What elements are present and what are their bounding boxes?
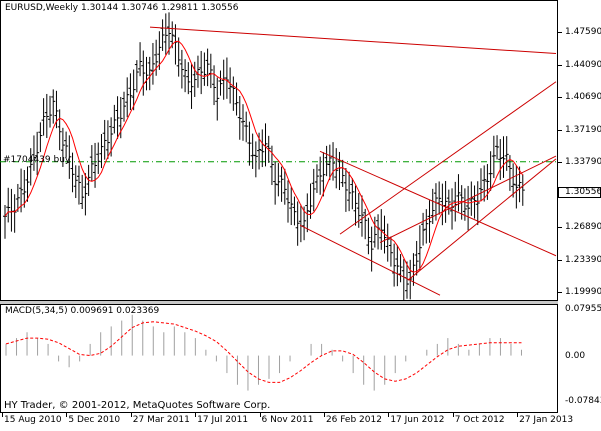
time-tick-mark — [130, 413, 132, 417]
macd-tick-label: 0.00 — [565, 350, 586, 361]
price-tick-label: 1.40690 — [565, 91, 601, 102]
time-tick-mark — [388, 413, 390, 417]
time-tick-label: 17 Jul 2011 — [197, 415, 249, 425]
time-axis[interactable]: 15 Aug 2010 5 Dec 2010 27 Mar 2011 17 Jul 2… — [0, 413, 601, 431]
chart-title: EURUSD,Weekly 1.30144 1.30746 1.29811 1.… — [5, 3, 238, 13]
trendline-rising-mid — [379, 155, 557, 244]
trendline-top — [149, 26, 557, 55]
price-tick-mark — [558, 64, 562, 66]
ohlc-readout: 1.30144 1.30746 1.29811 1.30556 — [80, 3, 239, 13]
pane-separator[interactable] — [0, 301, 558, 304]
price-tick-mark — [558, 129, 562, 131]
current-price-marker: 1.30556 — [558, 187, 601, 199]
macd-indicator-pane[interactable] — [0, 304, 558, 413]
moving-average-line — [4, 40, 524, 273]
time-tick-label: 7 Oct 2012 — [454, 415, 505, 425]
current-price-value: 1.30556 — [565, 187, 601, 198]
price-tick-mark — [558, 31, 562, 33]
price-axis[interactable]: 1.47590 1.44090 1.40690 1.37190 1.33790 1.268… — [558, 0, 601, 301]
price-chart-pane[interactable] — [0, 0, 558, 301]
trendline-rising-lower — [407, 158, 557, 281]
macd-tick-label: -0.07843 — [565, 396, 601, 407]
time-tick-label: 17 Jun 2012 — [390, 415, 445, 425]
price-tick-mark — [558, 291, 562, 293]
price-tick-mark — [558, 161, 562, 163]
copyright-text: HY Trader, © 2001-2012, MetaQuotes Softw… — [4, 400, 271, 411]
price-tick-label: 1.26890 — [565, 221, 601, 232]
price-tick-label: 1.19990 — [565, 286, 601, 297]
macd-signal-line — [5, 321, 522, 383]
trendline-lower-channel — [299, 224, 441, 296]
price-tick-mark — [558, 259, 562, 261]
time-tick-mark — [517, 413, 519, 417]
price-tick-mark — [558, 96, 562, 98]
macd-axis[interactable]: 0.079558 0.00 -0.07843 — [558, 304, 601, 413]
time-tick-mark — [195, 413, 197, 417]
time-tick-label: 26 Feb 2012 — [325, 415, 382, 425]
time-tick-mark — [2, 413, 3, 417]
price-tick-label: 1.44090 — [565, 59, 601, 70]
time-tick-mark — [452, 413, 454, 417]
time-tick-mark — [66, 413, 68, 417]
price-tick-mark — [558, 226, 562, 228]
time-tick-mark — [323, 413, 325, 417]
price-tick-label: 1.33790 — [565, 156, 601, 167]
macd-tick-label: 0.079558 — [565, 304, 601, 315]
order-line-label: #1704439 buy — [3, 155, 71, 165]
time-tick-label: 6 Nov 2011 — [261, 415, 314, 425]
price-tick-label: 1.47590 — [565, 26, 601, 37]
time-tick-label: 27 Jan 2013 — [519, 415, 574, 425]
price-tick-label: 1.37190 — [565, 124, 601, 135]
price-tick-label: 1.23390 — [565, 254, 601, 265]
macd-title: MACD(5,34,5) 0.009691 0.023369 — [5, 306, 160, 316]
trendline-descending — [319, 150, 557, 257]
time-tick-label: 5 Dec 2010 — [68, 415, 121, 425]
symbol-timeframe: EURUSD,Weekly — [5, 3, 79, 13]
time-tick-mark — [259, 413, 261, 417]
time-tick-label: 27 Mar 2011 — [132, 415, 190, 425]
trendline-rising-upper — [339, 81, 557, 235]
time-tick-label: 15 Aug 2010 — [4, 415, 62, 425]
